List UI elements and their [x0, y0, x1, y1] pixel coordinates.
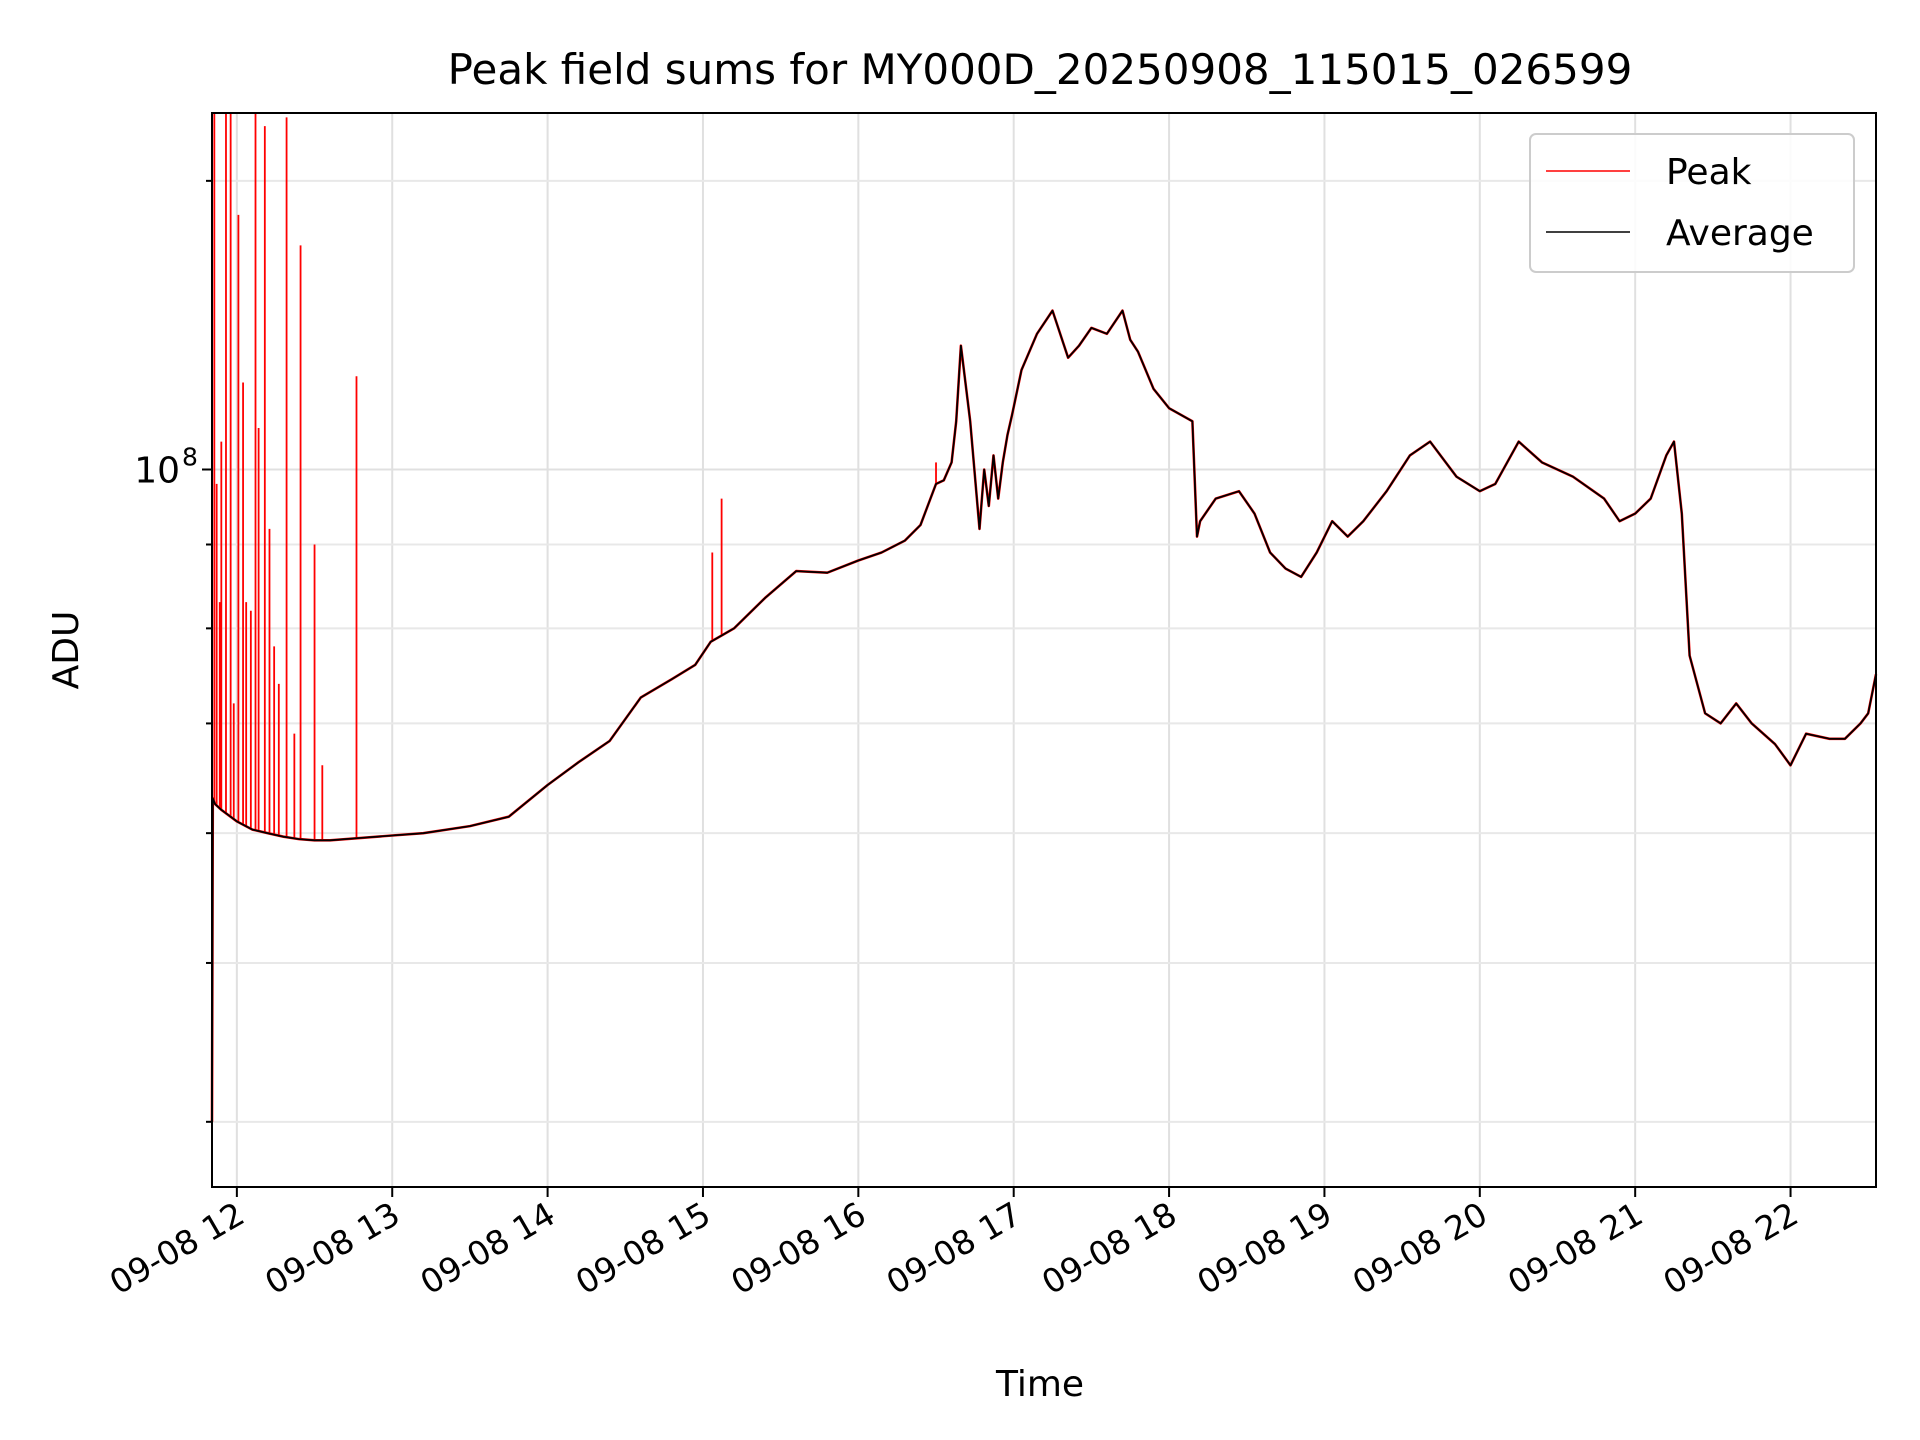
y-axis: 10 8	[134, 179, 212, 1123]
y-tick-label-exponent: 8	[182, 443, 198, 472]
average-series-line	[211, 309, 1877, 1122]
y-axis-label: ADU	[46, 611, 87, 690]
y-tick-label: 10	[134, 451, 180, 492]
plot-frame	[211, 112, 1877, 1188]
chart-title: Peak field sums for MY000D_20250908_1150…	[448, 45, 1633, 94]
series-group	[210, 113, 1878, 1122]
legend: Peak Average	[1529, 133, 1855, 273]
x-axis-label: Time	[995, 1364, 1084, 1405]
legend-box	[1529, 133, 1855, 273]
legend-average-label: Average	[1666, 213, 1814, 254]
legend-peak-label: Peak	[1666, 152, 1752, 193]
